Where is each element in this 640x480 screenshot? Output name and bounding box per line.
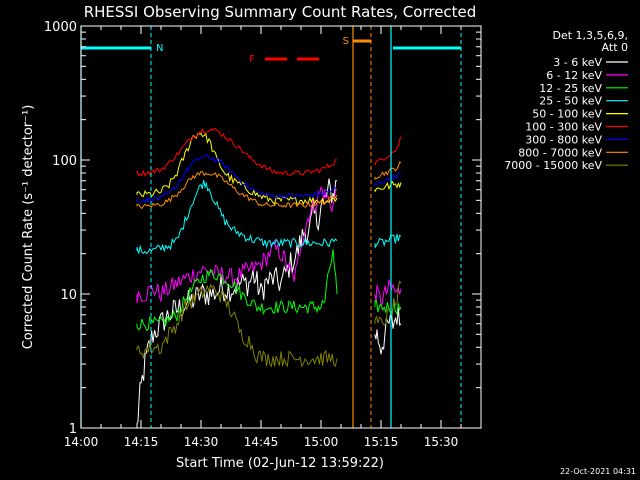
series-line-1-seg-1 [374,279,402,307]
axes: 14:00 14:15 14:30 14:45 15:00 15:15 15:30 1 10 10… [44,20,482,449]
footer-timestamp: 22-Oct-2021 04:31 [560,467,636,476]
series-line-4-seg-1 [374,180,402,192]
plot-frame [80,25,482,429]
y-axis-label: Corrected Count Rate (s⁻¹ detector⁻¹) [21,105,36,350]
x-tick-label: 14:00 [64,435,99,449]
series-line-3-seg-1 [374,234,402,248]
x-tick-label: 15:00 [304,435,339,449]
x-tick-label: 14:45 [244,435,279,449]
legend-header-0: Det 1,3,5,6,9, [552,29,628,42]
legend-label-7: 800 - 7000 keV [518,146,602,159]
legend-label-1: 6 - 12 keV [546,69,602,82]
x-tick-label: 15:30 [424,435,459,449]
legend-label-5: 100 - 300 keV [525,121,602,134]
series-line-8-seg-1 [374,280,402,326]
series-line-0-seg-0 [136,178,338,428]
legend-label-3: 25 - 50 keV [539,95,602,108]
series-line-5-seg-1 [374,136,402,166]
series-line-0-seg-1 [374,307,402,355]
x-tick-label: 14:15 [124,435,159,449]
series-line-7-seg-1 [374,161,402,180]
series-line-6-seg-1 [374,172,402,186]
legend-label-2: 12 - 25 keV [539,82,602,95]
saa-label: S [343,36,349,47]
legend-label-8: 7000 - 15000 keV [504,159,602,172]
legend-label-0: 3 - 6 keV [553,56,602,69]
series-line-5-seg-0 [136,128,338,177]
series-line-6-seg-0 [136,154,338,204]
chart-title: RHESSI Observing Summary Count Rates, Co… [84,3,477,21]
legend-header-1: Att 0 [602,41,628,54]
series-line-1-seg-0 [136,185,338,304]
x-tick-label: 14:30 [184,435,219,449]
night-label: N [156,43,163,54]
series-line-3-seg-0 [136,180,338,255]
y-tick-label: 1 [69,422,77,437]
data-lines [136,128,402,428]
y-tick-label: 100 [52,154,77,169]
flare-label: F [249,54,255,65]
annotations: N F S [80,26,462,428]
x-tick-label: 15:15 [364,435,399,449]
series-line-4-seg-0 [136,132,338,206]
legend-label-4: 50 - 100 keV [532,108,602,121]
series-line-2-seg-1 [374,300,402,315]
legend-label-6: 300 - 800 keV [525,133,602,146]
series-line-8-seg-0 [136,283,338,368]
x-axis-label: Start Time (02-Jun-12 13:59:22) [176,456,384,471]
y-tick-label: 1000 [44,20,77,35]
series-line-2-seg-0 [136,249,338,332]
y-tick-label: 10 [60,288,77,303]
series-line-7-seg-0 [136,170,338,210]
